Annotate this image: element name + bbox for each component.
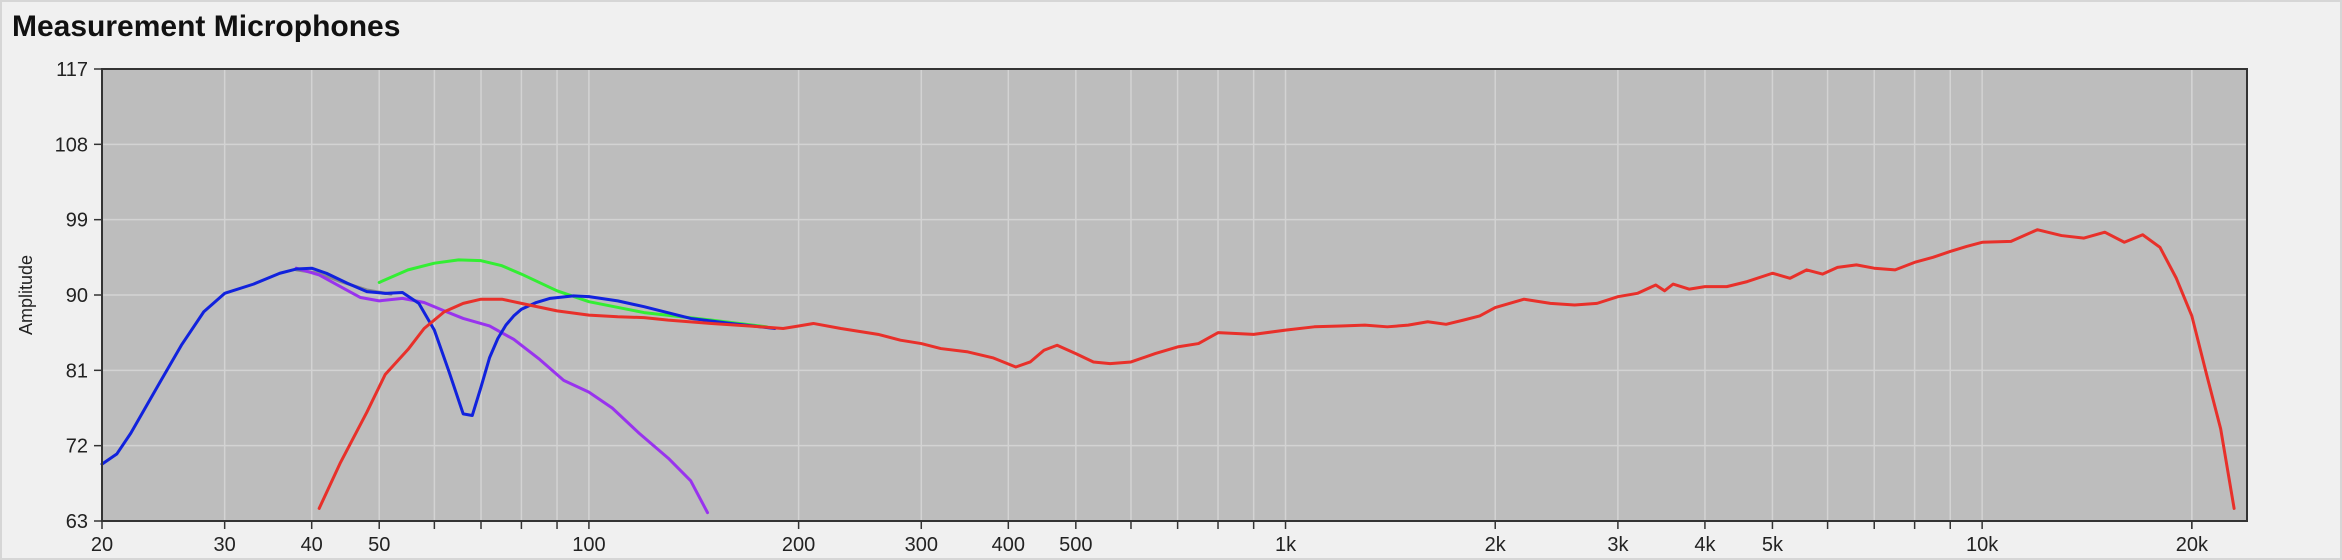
x-tick-label: 4k [1694,534,1716,556]
plot-border [101,68,2248,522]
y-tick-label: 90 [66,285,88,307]
x-tick-label: 20 [91,534,113,556]
x-tick-label: 5k [1762,534,1784,556]
x-tick-label: 300 [905,534,938,556]
x-tick-label: 3k [1607,534,1629,556]
y-tick-label: 81 [66,360,88,382]
x-tick-label: 50 [368,534,390,556]
x-tick-label: 500 [1059,534,1092,556]
x-tick-label: 400 [992,534,1025,556]
series-line-3 [294,266,710,515]
x-tick-label: 30 [214,534,236,556]
x-tick-label: 10k [1966,534,1999,556]
axis-ticks: 63 72 81 90 99 108 117 20 30 40 50 100 200 300 400 500 1… [55,59,2209,556]
x-tick-label: 200 [782,534,815,556]
y-tick-label: 108 [55,134,88,156]
x-tick-label: 20k [2176,534,2209,556]
y-tick-label: 99 [66,210,88,232]
series-group [100,228,2236,515]
series-line-1 [377,258,769,329]
x-tick-label: 1k [1275,534,1297,556]
y-tick-label: 63 [66,511,88,533]
x-tick-label: 2k [1485,534,1507,556]
y-tick-label: 117 [56,59,88,81]
x-tick-label: 40 [301,534,323,556]
series-line-4 [100,266,777,466]
y-tick-label: 72 [66,436,88,458]
x-tick-label: 100 [572,534,605,556]
chart-title: Measurement Microphones [12,10,401,43]
y-axis-label: Amplitude [16,255,36,335]
series-line-5 [317,228,2236,510]
